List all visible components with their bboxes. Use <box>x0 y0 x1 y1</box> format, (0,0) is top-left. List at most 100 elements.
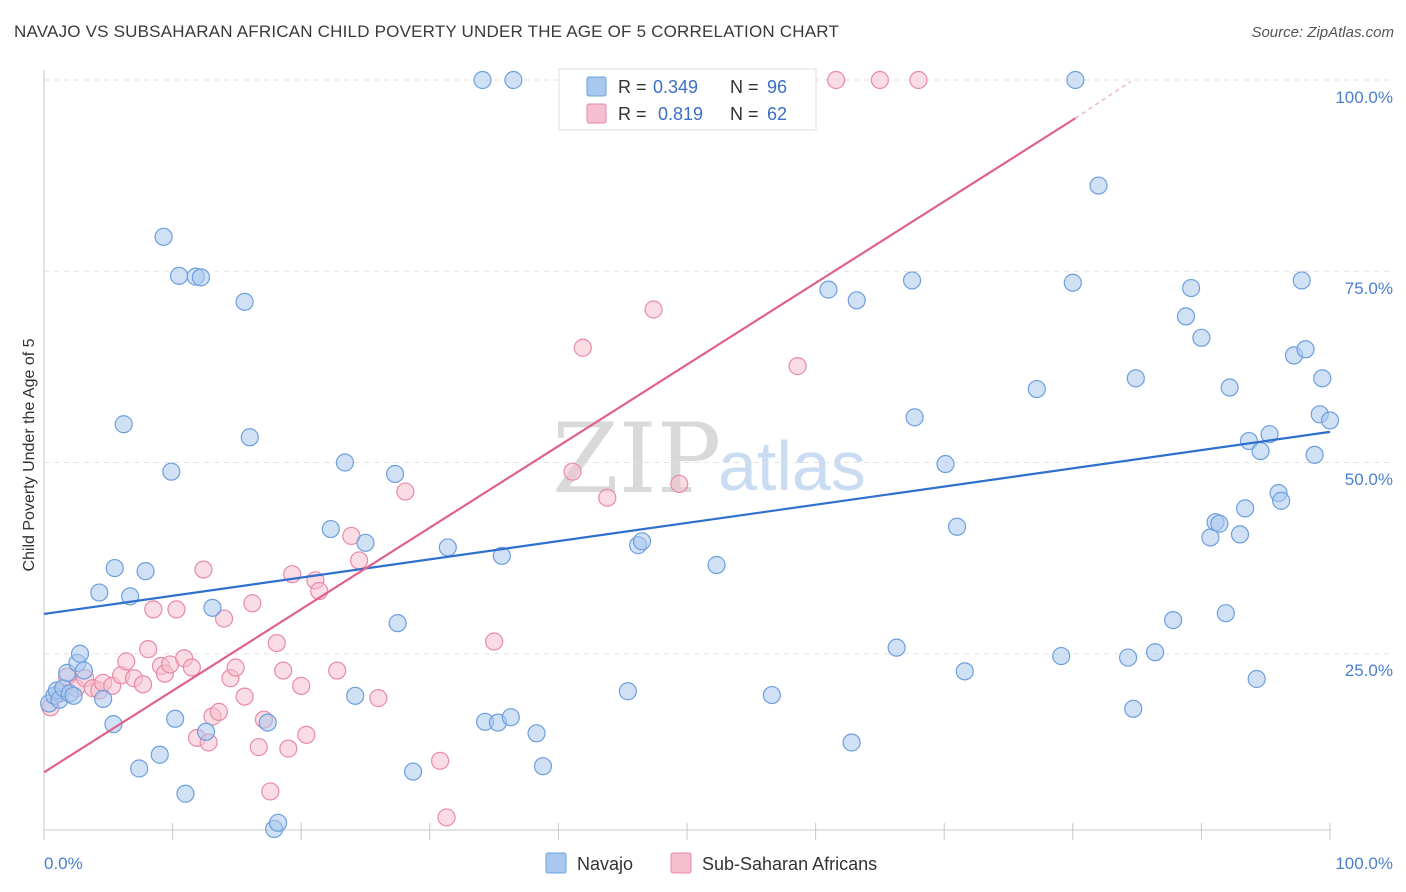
legend-swatch-navajo <box>586 76 607 97</box>
chart-title: NAVAJO VS SUBSAHARAN AFRICAN CHILD POVER… <box>14 22 840 41</box>
navajo-point <box>955 662 974 681</box>
navajo-point <box>64 686 83 705</box>
ssa-point <box>249 737 268 757</box>
navajo-point <box>388 614 407 633</box>
navajo-point <box>1063 273 1082 292</box>
ssa-point <box>563 462 582 481</box>
navajo-point <box>762 685 781 705</box>
ssa-point <box>144 600 163 619</box>
x-axis-ticks <box>43 823 1331 840</box>
bottom-legend-label-ssa: Sub-Saharan Africans <box>702 854 877 874</box>
navajo-point <box>335 453 355 472</box>
trend-lines <box>43 81 1331 774</box>
navajo-point <box>1210 514 1229 533</box>
ssa-point <box>267 633 286 653</box>
navajo-point <box>1292 271 1311 290</box>
navajo-point <box>1089 176 1108 195</box>
ssa-point <box>279 739 298 758</box>
navajo-point <box>1236 499 1255 518</box>
navajo-point <box>527 724 546 743</box>
navajo-point <box>492 546 511 565</box>
navajo-point <box>1146 643 1165 662</box>
navajo-point <box>191 268 210 287</box>
navajo-point <box>1260 425 1279 444</box>
navajo-point <box>1192 328 1211 347</box>
navajo-point <box>1118 648 1138 667</box>
navajo-point <box>887 638 906 657</box>
ssa-point <box>139 640 158 659</box>
navajo-point <box>385 464 405 484</box>
legend-swatch-ssa <box>586 103 607 124</box>
ssa-point <box>243 594 262 613</box>
navajo-point <box>196 722 216 741</box>
series-navajo <box>40 70 1340 839</box>
navajo-point <box>1164 610 1183 630</box>
bottom-legend-swatch-ssa <box>670 852 692 874</box>
navajo-point <box>847 291 866 310</box>
navajo-point <box>1052 646 1071 666</box>
navajo-point <box>356 533 375 552</box>
legend-ssa-n-value: 62 <box>767 104 787 124</box>
legend-top: R = 0.349 N = 96 R = 0.819 N = 62 <box>558 68 817 131</box>
watermark-atlas: atlas <box>718 427 866 505</box>
ssa-point <box>644 300 663 319</box>
navajo-point <box>819 280 838 299</box>
navajo-point <box>1126 369 1145 388</box>
navajo-point <box>150 745 169 764</box>
navajo-point <box>169 266 189 285</box>
navajo-point <box>1251 441 1270 461</box>
navajo-point <box>632 532 652 551</box>
navajo-point <box>90 583 109 602</box>
legend-ssa-r-label: R = <box>618 104 647 124</box>
navajo-point <box>166 709 185 728</box>
navajo-point <box>346 686 365 705</box>
ssa-point <box>909 70 928 90</box>
navajo-point <box>240 428 259 447</box>
legend-navajo-n-value: 96 <box>767 77 787 97</box>
navajo-point <box>1247 669 1266 689</box>
ssa-point <box>437 808 456 827</box>
navajo-point <box>533 757 553 776</box>
ssa-point <box>274 661 293 680</box>
ssa-trend-line-extension <box>1075 81 1132 119</box>
legend-navajo-r-label: R = <box>618 77 647 97</box>
ssa-point <box>827 70 846 90</box>
navajo-point <box>130 759 149 778</box>
navajo-point <box>136 562 155 581</box>
navajo-point <box>1305 445 1324 464</box>
navajo-point <box>268 813 288 832</box>
navajo-point <box>235 292 254 311</box>
navajo-point <box>1320 411 1340 430</box>
navajo-point <box>162 462 181 481</box>
navajo-point <box>114 415 133 434</box>
ssa-point <box>214 609 234 628</box>
ssa-point <box>235 687 254 706</box>
ssa-point <box>573 338 592 357</box>
ssa-point <box>182 658 201 677</box>
navajo-point <box>258 713 277 732</box>
navajo-point <box>1066 70 1085 90</box>
navajo-point <box>1027 379 1046 399</box>
ssa-point <box>292 676 311 695</box>
navajo-point <box>154 227 173 246</box>
ssa-point <box>133 675 153 694</box>
ssa-point <box>226 658 245 677</box>
ssa-point <box>485 632 504 651</box>
y-tick-label-100: 100.0% <box>1335 88 1393 107</box>
navajo-point <box>501 708 520 727</box>
navajo-point <box>905 408 924 427</box>
ssa-point <box>396 482 415 501</box>
ssa-point <box>117 652 136 671</box>
legend-bottom: Navajo Sub-Saharan Africans <box>545 852 877 874</box>
source-credit: Source: ZipAtlas.com <box>1251 24 1394 41</box>
navajo-point <box>1313 369 1332 388</box>
navajo-point <box>707 555 726 575</box>
ssa-point <box>194 560 213 579</box>
y-tick-label-75: 75.0% <box>1345 279 1393 298</box>
navajo-point <box>70 644 90 663</box>
navajo-point <box>936 454 955 474</box>
navajo-point <box>1176 307 1196 326</box>
ssa-point <box>261 782 280 801</box>
ssa-point <box>349 551 369 570</box>
